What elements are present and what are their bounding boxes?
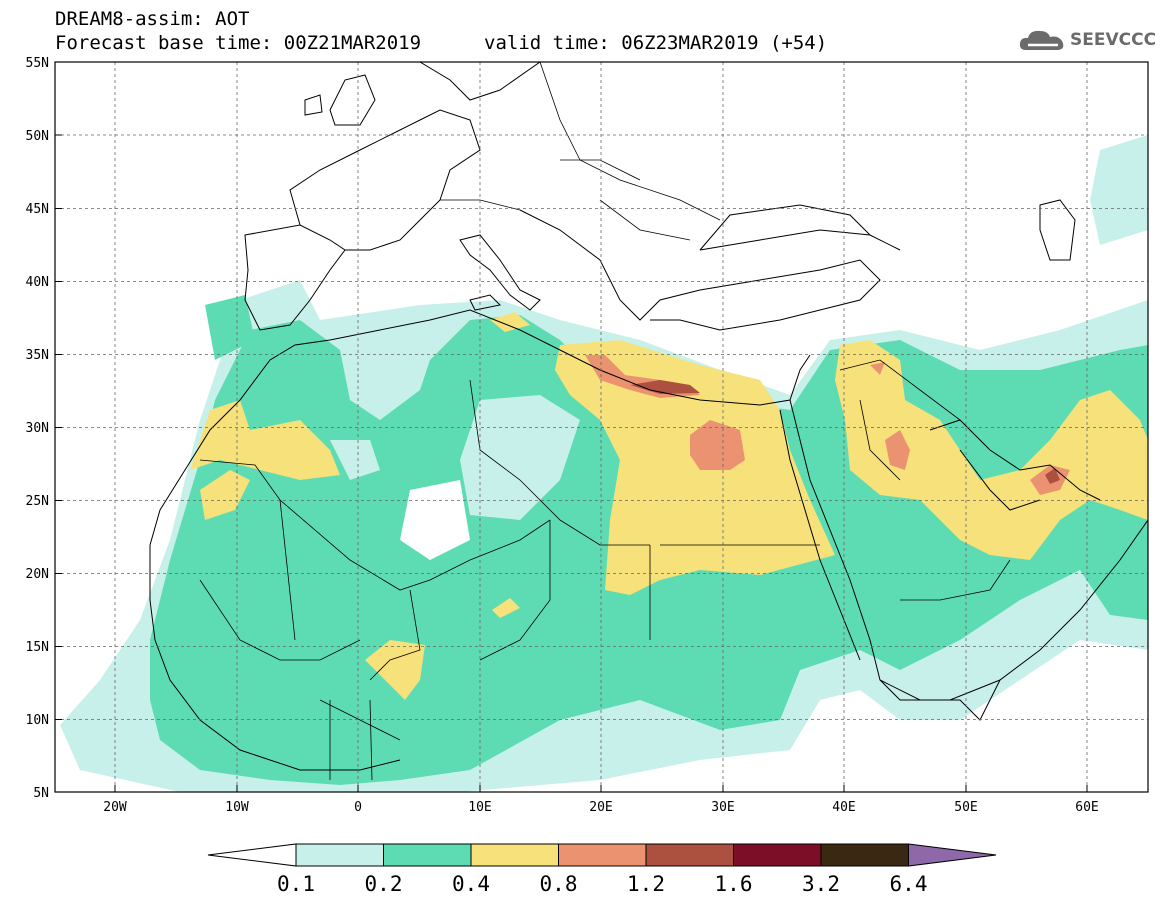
colorbar-segment bbox=[820, 843, 909, 867]
longitude-labels: 20W 10W 0 10E 20E 30E 40E 50E 60E bbox=[103, 800, 1098, 815]
colorbar-segment bbox=[733, 843, 822, 867]
colorbar-segment bbox=[383, 843, 472, 867]
lat-label: 50N bbox=[26, 129, 49, 144]
colorbar-label: 1.6 bbox=[715, 872, 753, 896]
lat-label: 30N bbox=[26, 421, 49, 436]
map-title: DREAM8-assim: AOT bbox=[55, 8, 250, 30]
valid-time: valid time: 06Z23MAR2019 (+54) bbox=[484, 32, 828, 54]
lon-label: 0 bbox=[354, 800, 362, 815]
borders bbox=[199, 62, 1011, 781]
colorbar-segment bbox=[558, 843, 647, 867]
lat-label: 10N bbox=[26, 713, 49, 728]
colorbar-label: 0.1 bbox=[277, 872, 315, 896]
map-area bbox=[55, 62, 1148, 792]
lon-label: 20E bbox=[589, 800, 612, 815]
aot-low-patches bbox=[330, 395, 580, 560]
lon-label: 60E bbox=[1075, 800, 1098, 815]
lon-label: 40E bbox=[832, 800, 855, 815]
colorbar-segment bbox=[470, 843, 559, 867]
latitude-labels: 55N 50N 45N 40N 35N 30N 25N 20N 15N 10N … bbox=[26, 56, 49, 801]
lat-label: 40N bbox=[26, 275, 49, 290]
colorbar bbox=[207, 843, 997, 867]
colorbar-labels: 0.1 0.2 0.4 0.8 1.2 1.6 3.2 6.4 bbox=[277, 872, 927, 896]
colorbar-low-arrow bbox=[207, 843, 297, 867]
colorbar-high-arrow bbox=[908, 843, 997, 867]
lat-label: 15N bbox=[26, 640, 49, 655]
lon-label: 10E bbox=[468, 800, 491, 815]
lon-label: 50E bbox=[954, 800, 977, 815]
colorbar-label: 0.2 bbox=[365, 872, 403, 896]
lat-label: 45N bbox=[26, 202, 49, 217]
seevccc-logo: SEEVCCC bbox=[1018, 26, 1158, 56]
lon-label: 30E bbox=[711, 800, 734, 815]
aot-band-1.2 bbox=[630, 380, 1060, 484]
colorbar-label: 0.8 bbox=[540, 872, 578, 896]
aot-band-0.8 bbox=[585, 355, 1070, 495]
colorbar-label: 0.4 bbox=[452, 872, 490, 896]
axis-ticks bbox=[55, 61, 1088, 793]
lat-label: 5N bbox=[33, 786, 49, 801]
colorbar-segment bbox=[295, 843, 384, 867]
lat-label: 25N bbox=[26, 494, 49, 509]
colorbar-label: 6.4 bbox=[890, 872, 928, 896]
coastlines bbox=[149, 62, 1148, 771]
lon-label: 20W bbox=[103, 800, 127, 815]
forecast-base-time: Forecast base time: 00Z21MAR2019 bbox=[55, 32, 422, 54]
logo-text: SEEVCCC bbox=[1070, 30, 1157, 50]
colorbar-label: 3.2 bbox=[802, 872, 840, 896]
graticule bbox=[55, 62, 1148, 792]
colorbar-segment bbox=[645, 843, 734, 867]
lat-label: 35N bbox=[26, 348, 49, 363]
lat-label: 55N bbox=[26, 56, 49, 71]
lon-label: 10W bbox=[225, 800, 249, 815]
cloud-icon bbox=[1019, 30, 1064, 50]
lat-label: 20N bbox=[26, 567, 49, 582]
colorbar-label: 1.2 bbox=[627, 872, 665, 896]
